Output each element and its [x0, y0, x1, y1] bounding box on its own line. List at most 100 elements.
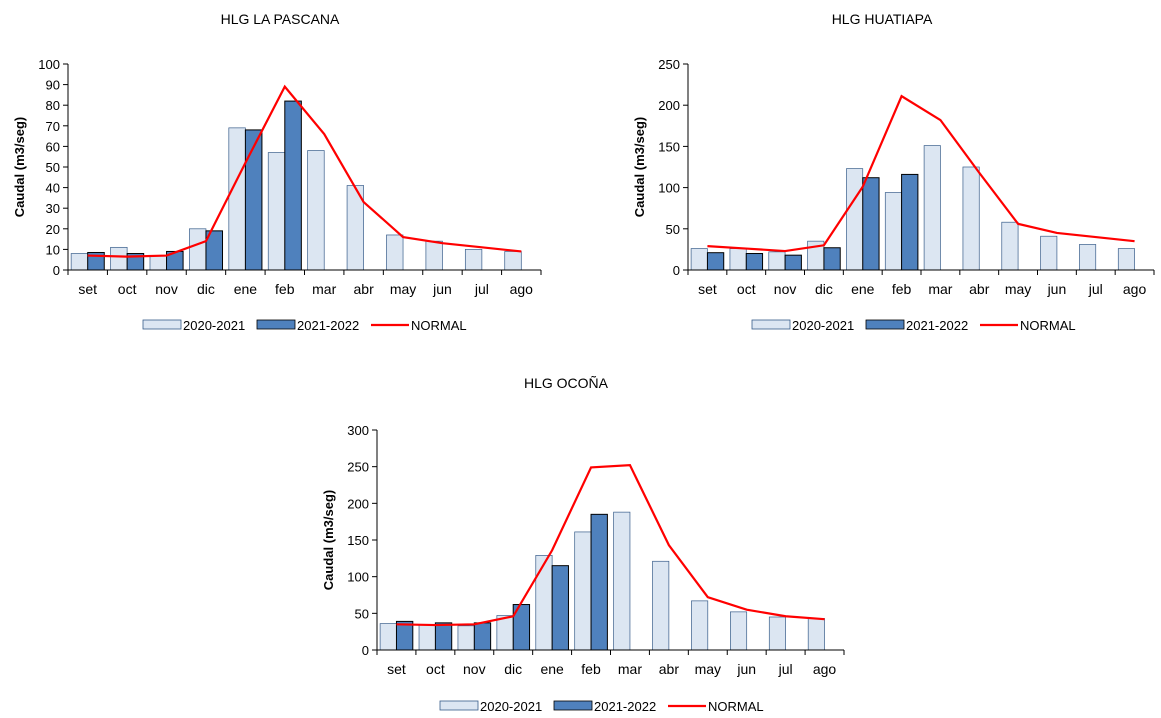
- chart-la-pascana: HLG LA PASCANA Caudal (m3/seg) 0 10 20 30 40 50…: [12, 11, 542, 333]
- legend-swatch: [439, 700, 479, 711]
- y-tick-label: 200: [347, 496, 369, 511]
- y-tick-label: 250: [658, 57, 680, 72]
- y-tick-label: 150: [347, 533, 369, 548]
- x-tick-label: ago: [1123, 281, 1147, 297]
- bar-2020-2021-oct: [110, 246, 128, 271]
- bar-2020-2021-may: [691, 600, 709, 651]
- x-tick-label: dic: [815, 281, 833, 297]
- x-tick-label: may: [390, 281, 416, 297]
- bar-2021-2022-set: [706, 252, 725, 271]
- bar-2020-2021-abr: [652, 560, 670, 651]
- bar-2021-2022-ene: [862, 177, 880, 271]
- y-tick-label: 50: [666, 222, 680, 237]
- bar-2020-2021-feb: [267, 152, 286, 271]
- x-tick-label: may: [1005, 281, 1031, 297]
- y-tick-label: 300: [347, 423, 369, 438]
- legend-label: NORMAL: [1020, 318, 1076, 333]
- bar-2020-2021-mar: [307, 150, 325, 271]
- bar-2021-2022-feb: [284, 100, 302, 271]
- legend-label: 2021-2022: [297, 318, 359, 333]
- x-tick-label: ago: [813, 661, 837, 677]
- legend-label: 2021-2022: [906, 318, 968, 333]
- bar-2020-2021-set: [690, 248, 708, 271]
- bar-2020-2021-jun: [1040, 235, 1058, 271]
- bar-2021-2022-ene: [244, 129, 263, 271]
- bar-2020-2021-abr: [962, 166, 980, 271]
- bar-2020-2021-jul: [1079, 244, 1097, 271]
- x-tick-label: abr: [659, 661, 680, 677]
- bar-2020-2021-jul: [768, 616, 786, 651]
- x-tick-label: abr: [354, 281, 375, 297]
- x-tick-label: ene: [851, 281, 875, 297]
- chart-title: HLG HUATIAPA: [832, 11, 933, 27]
- x-tick-label: nov: [774, 281, 797, 297]
- line-normal: [707, 94, 1135, 253]
- y-tick-label: 100: [38, 57, 60, 72]
- y-tick-label: 80: [46, 98, 60, 113]
- x-tick-label: nov: [155, 281, 178, 297]
- x-tick-label: may: [695, 661, 721, 677]
- x-tick-label: set: [78, 281, 97, 297]
- x-tick-label: dic: [197, 281, 215, 297]
- y-tick-label: 50: [355, 606, 369, 621]
- y-axis-label: Caudal (m3/seg): [632, 117, 647, 217]
- bar-2020-2021-nov: [149, 255, 167, 271]
- bar-2020-2021-ago: [807, 618, 825, 651]
- chart-title: HLG OCOÑA: [524, 375, 609, 391]
- x-tick-label: jun: [736, 661, 756, 677]
- x-tick-label: jul: [474, 281, 489, 297]
- bar-2021-2022-feb: [590, 513, 608, 651]
- bar-2020-2021-oct: [418, 623, 436, 651]
- x-tick-label: mar: [928, 281, 952, 297]
- bar-2020-2021-jun: [730, 611, 748, 651]
- x-tick-label: jul: [1088, 281, 1103, 297]
- x-tick-label: nov: [463, 661, 486, 677]
- bar-2020-2021-dic: [496, 615, 514, 651]
- x-tick-label: oct: [737, 281, 756, 297]
- bar-2020-2021-mar: [613, 511, 631, 651]
- bar-2021-2022-feb: [901, 173, 919, 271]
- bar-2020-2021-feb: [884, 192, 902, 271]
- legend-label: NORMAL: [411, 318, 467, 333]
- legend-swatch: [751, 319, 791, 330]
- y-tick-label: 0: [53, 263, 60, 278]
- legend-label: 2021-2022: [594, 699, 656, 714]
- legend-swatch: [142, 319, 182, 330]
- y-tick-label: 90: [46, 78, 60, 93]
- x-tick-label: feb: [581, 661, 601, 677]
- bar-2020-2021-may: [1001, 221, 1019, 271]
- x-tick-label: feb: [275, 281, 295, 297]
- x-tick-label: oct: [118, 281, 137, 297]
- bar-2020-2021-set: [70, 253, 89, 271]
- y-tick-label: 200: [658, 98, 680, 113]
- legend-label: 2020-2021: [183, 318, 245, 333]
- line-normal: [87, 84, 522, 258]
- y-tick-label: 50: [46, 160, 60, 175]
- legend-label: 2020-2021: [480, 699, 542, 714]
- bar-2021-2022-nov: [473, 622, 492, 651]
- x-tick-label: set: [387, 661, 406, 677]
- y-tick-label: 70: [46, 119, 60, 134]
- bar-2021-2022-oct: [745, 253, 764, 271]
- y-axis-label: Caudal (m3/seg): [321, 490, 336, 590]
- line-normal: [396, 464, 825, 627]
- legend-swatch: [865, 319, 905, 330]
- y-tick-label: 100: [658, 181, 680, 196]
- x-tick-label: ene: [234, 281, 258, 297]
- x-tick-label: jun: [432, 281, 452, 297]
- x-tick-label: mar: [618, 661, 642, 677]
- x-tick-label: jul: [778, 661, 793, 677]
- bar-2020-2021-ago: [504, 251, 522, 271]
- y-tick-label: 40: [46, 181, 60, 196]
- x-tick-label: ago: [510, 281, 534, 297]
- bar-2021-2022-ene: [551, 565, 569, 651]
- y-tick-label: 0: [673, 263, 680, 278]
- bar-2020-2021-may: [386, 234, 404, 271]
- y-tick-label: 150: [658, 139, 680, 154]
- legend-swatch: [256, 319, 296, 330]
- y-tick-label: 100: [347, 570, 369, 585]
- bar-2020-2021-jul: [464, 249, 483, 271]
- legend-swatch: [553, 700, 593, 711]
- bar-2021-2022-dic: [823, 247, 841, 271]
- bar-2020-2021-set: [379, 623, 397, 651]
